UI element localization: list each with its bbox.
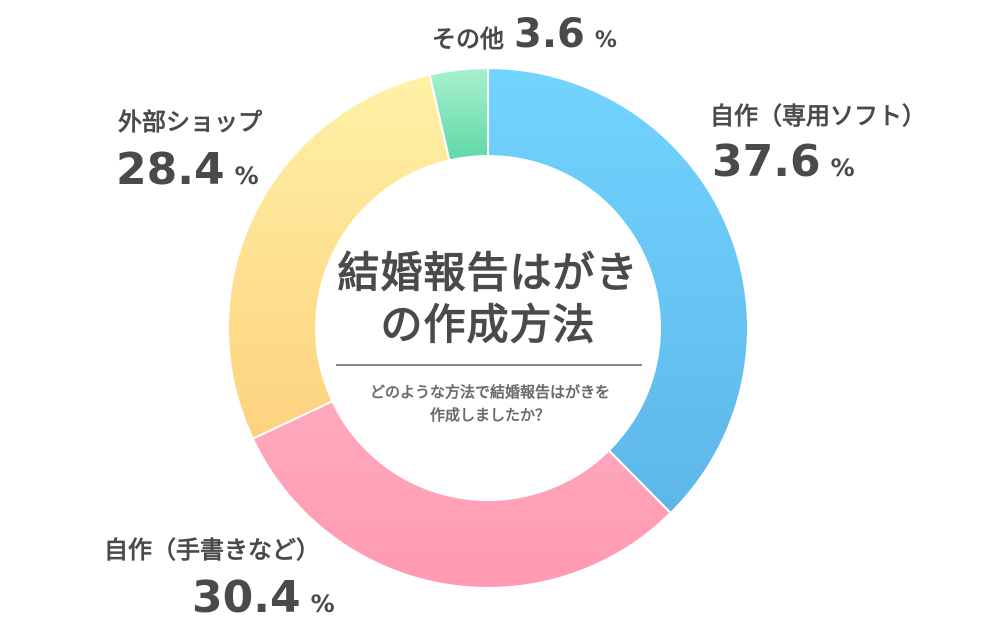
slice-label-software: 自作（専用ソフト） — [710, 102, 926, 130]
slice-other — [428, 66, 489, 162]
slice-label-shop: 外部ショップ — [118, 108, 262, 136]
center-title-line-2: の作成方法 — [380, 300, 596, 349]
donut-slices — [227, 66, 749, 589]
slice-value-software-unit: % — [830, 154, 855, 182]
center-question-line-2: 作成しましたか？ — [429, 406, 550, 424]
slice-shop — [227, 73, 451, 441]
slice-value-shop-unit: % — [234, 162, 259, 190]
slice-value-handwritten-number: 30.4 — [192, 572, 301, 623]
center-question-line-1: どのような方法で結婚報告はがきを — [369, 383, 610, 401]
slice-value-handwritten: 30.4% — [192, 576, 335, 620]
slice-value-shop-number: 28.4 — [116, 144, 225, 195]
slice-handwritten — [251, 399, 673, 589]
slice-value-shop: 28.4% — [116, 148, 259, 192]
center-title-line-1: 結婚報告はがき — [337, 248, 639, 297]
slice-label-other-name: その他 — [432, 25, 504, 53]
slice-software — [487, 66, 749, 515]
slice-value-software: 37.6% — [712, 140, 855, 184]
slice-label-other: その他 3.6% — [432, 14, 617, 54]
slice-value-other-number: 3.6 — [514, 11, 585, 57]
slice-value-other-unit: % — [594, 28, 617, 53]
center-divider — [336, 364, 642, 366]
slice-value-handwritten-unit: % — [310, 590, 335, 618]
slice-label-handwritten: 自作（手書きなど） — [104, 536, 320, 564]
slice-value-software-number: 37.6 — [712, 136, 821, 187]
